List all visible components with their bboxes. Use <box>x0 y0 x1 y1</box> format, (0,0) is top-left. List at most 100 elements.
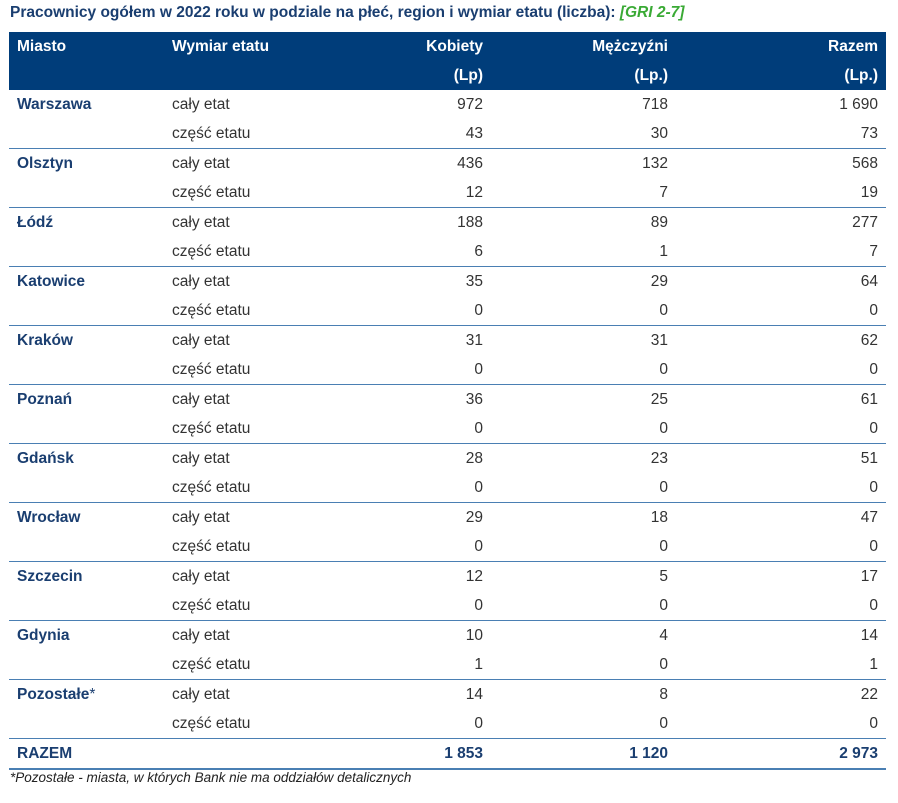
value-men: 18 <box>650 509 668 526</box>
value-total: 0 <box>676 709 886 739</box>
value-men: 0 <box>491 473 676 503</box>
value-total: 568 <box>852 155 878 172</box>
table-row: Pozostałe* cały etat 14 8 22 <box>9 680 886 710</box>
header-row: Miasto Wymiar etatu Kobiety Mężczyźni Ra… <box>9 32 886 61</box>
value-women: 6 <box>349 237 491 267</box>
city-label: Wrocław <box>17 509 81 526</box>
value-men: 718 <box>642 96 668 113</box>
value-women: 43 <box>349 119 491 149</box>
total-total: 2 973 <box>676 738 886 770</box>
employment-type: cały etat <box>172 96 230 113</box>
city-label: Warszawa <box>17 96 92 113</box>
value-men: 30 <box>491 119 676 149</box>
value-women: 0 <box>349 296 491 326</box>
value-women: 436 <box>457 155 483 172</box>
value-total: 1 690 <box>839 96 878 113</box>
value-men: 25 <box>650 391 668 408</box>
employment-type: cały etat <box>172 273 230 290</box>
value-total: 51 <box>860 450 878 467</box>
employment-type: część etatu <box>164 237 349 267</box>
table-title-text: Pracownicy ogółem w 2022 roku w podziale… <box>10 4 620 21</box>
value-women: 12 <box>349 178 491 208</box>
table-body: Warszawa cały etat 972 718 1 690 część etatu 4… <box>9 90 886 770</box>
employment-type: cały etat <box>172 686 230 703</box>
total-blank <box>164 738 349 770</box>
value-total: 64 <box>860 273 878 290</box>
employment-type: cały etat <box>172 332 230 349</box>
value-women: 31 <box>465 332 483 349</box>
footnote: *Pozostałe - miasta, w których Bank nie … <box>10 770 412 785</box>
value-women: 972 <box>457 96 483 113</box>
value-total: 22 <box>860 686 878 703</box>
value-total: 0 <box>676 296 886 326</box>
city-name: Kraków <box>9 326 164 356</box>
header-unit-row: (Lp) (Lp.) (Lp.) <box>9 61 886 90</box>
city-name: Katowice <box>9 267 164 297</box>
value-men: 0 <box>491 414 676 444</box>
employment-type: cały etat <box>172 450 230 467</box>
value-women: 14 <box>465 686 483 703</box>
city-blank <box>9 237 164 267</box>
table-row: część etatu 0 0 0 <box>9 532 886 562</box>
value-women: 0 <box>349 591 491 621</box>
city-label: Katowice <box>17 273 86 290</box>
value-women: 1 <box>349 650 491 680</box>
value-women: 0 <box>349 473 491 503</box>
city-label: Pozostałe <box>17 686 90 703</box>
employment-type: cały etat <box>172 568 230 585</box>
value-women: 0 <box>349 532 491 562</box>
employment-type: cały etat <box>172 155 230 172</box>
table-row: Gdynia cały etat 10 4 14 <box>9 621 886 651</box>
total-row: RAZEM 1 853 1 120 2 973 <box>9 738 886 770</box>
value-women: 0 <box>349 355 491 385</box>
table-row: część etatu 0 0 0 <box>9 473 886 503</box>
table-row: Wrocław cały etat 29 18 47 <box>9 503 886 533</box>
value-total: 277 <box>852 214 878 231</box>
value-men: 29 <box>650 273 668 290</box>
employment-type: część etatu <box>164 119 349 149</box>
header-total-unit: (Lp.) <box>676 61 886 90</box>
city-name: Szczecin <box>9 562 164 592</box>
city-label: Kraków <box>17 332 73 349</box>
value-women: 36 <box>465 391 483 408</box>
header-city: Miasto <box>9 32 164 61</box>
city-label: Łódź <box>17 214 54 231</box>
value-men: 0 <box>491 591 676 621</box>
city-blank <box>9 119 164 149</box>
employment-type: część etatu <box>164 591 349 621</box>
value-women: 28 <box>465 450 483 467</box>
table-row: Gdańsk cały etat 28 23 51 <box>9 444 886 474</box>
employment-type: część etatu <box>164 414 349 444</box>
header-men: Mężczyźni <box>491 32 676 61</box>
table-row: Katowice cały etat 35 29 64 <box>9 267 886 297</box>
city-blank <box>9 591 164 621</box>
city-name: Warszawa <box>9 90 164 119</box>
header-total: Razem <box>676 32 886 61</box>
total-women: 1 853 <box>349 738 491 770</box>
value-men: 0 <box>491 650 676 680</box>
footnote-marker: * <box>89 686 96 703</box>
value-total: 73 <box>676 119 886 149</box>
table-row: Olsztyn cały etat 436 132 568 <box>9 149 886 179</box>
value-total: 0 <box>676 414 886 444</box>
city-name: Gdańsk <box>9 444 164 474</box>
table-row: Szczecin cały etat 12 5 17 <box>9 562 886 592</box>
value-men: 23 <box>650 450 668 467</box>
city-blank <box>9 296 164 326</box>
employment-type: cały etat <box>172 627 230 644</box>
city-label: Gdańsk <box>17 450 74 467</box>
city-name: Wrocław <box>9 503 164 533</box>
value-total: 0 <box>676 591 886 621</box>
value-total: 61 <box>860 391 878 408</box>
value-women: 29 <box>465 509 483 526</box>
table-row: Warszawa cały etat 972 718 1 690 <box>9 90 886 119</box>
header-blank <box>164 61 349 90</box>
table-row: Poznań cały etat 36 25 61 <box>9 385 886 415</box>
value-men: 4 <box>659 627 668 644</box>
value-men: 1 <box>491 237 676 267</box>
table-row: część etatu 0 0 0 <box>9 296 886 326</box>
city-name: Łódź <box>9 208 164 238</box>
employees-table: Miasto Wymiar etatu Kobiety Mężczyźni Ra… <box>9 32 886 770</box>
header-blank <box>9 61 164 90</box>
table-title: Pracownicy ogółem w 2022 roku w podziale… <box>10 4 684 22</box>
